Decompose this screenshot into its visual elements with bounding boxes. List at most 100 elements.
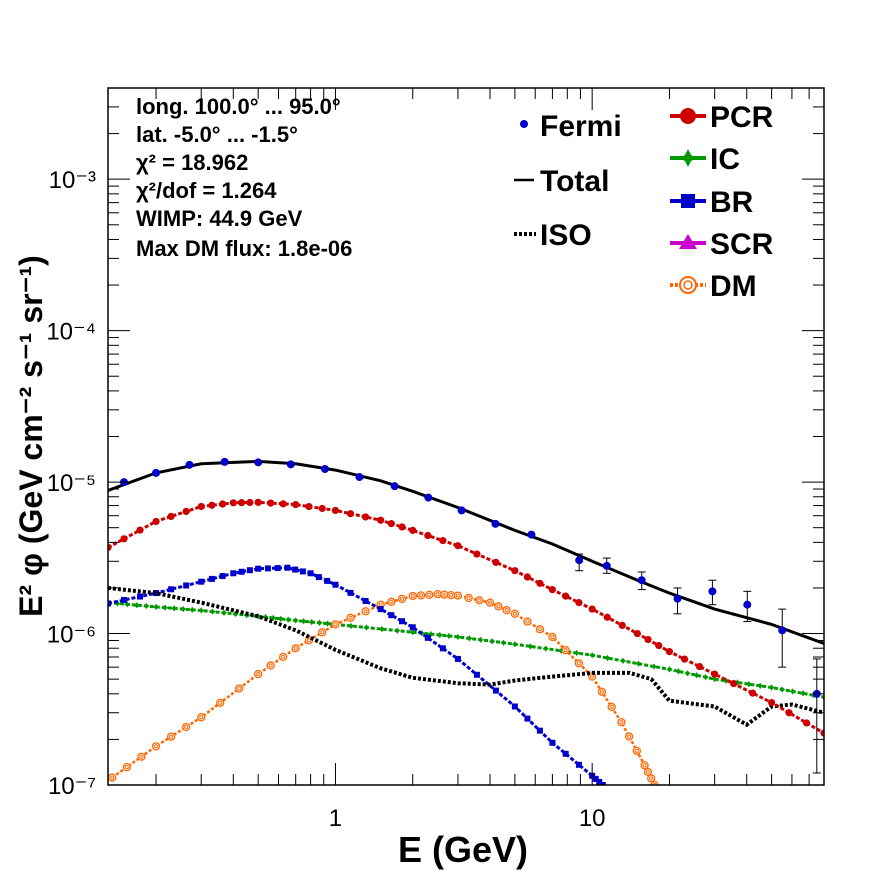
dm-point-inner <box>642 763 647 768</box>
dm-point-inner <box>634 748 639 753</box>
dm-point <box>361 607 370 616</box>
ic-point <box>734 679 741 686</box>
dm-point-inner <box>496 604 501 609</box>
ic-point <box>757 682 764 690</box>
ic-point <box>722 677 730 685</box>
pcr-point <box>575 599 583 607</box>
br-point <box>549 739 556 746</box>
br-point <box>332 581 339 588</box>
x-tick-label: 1 <box>329 805 342 832</box>
ic-point <box>300 618 307 625</box>
fermi-point <box>220 457 229 466</box>
dm-point <box>346 613 355 622</box>
br-point <box>137 593 144 600</box>
ic-point <box>454 633 462 641</box>
ic-point <box>409 629 416 636</box>
ic-point <box>768 684 775 691</box>
ic-point <box>702 673 709 681</box>
dm-point <box>548 632 557 642</box>
pcr-point <box>398 523 406 531</box>
fermi-point <box>491 519 500 528</box>
pcr-point <box>711 670 719 678</box>
dm-point <box>440 590 449 599</box>
legend-iso-label: ISO <box>540 219 592 252</box>
pcr-point <box>785 709 793 717</box>
dm-point <box>387 597 396 606</box>
dm-point <box>617 718 626 727</box>
ic-point <box>363 624 370 631</box>
br-markers <box>108 564 606 785</box>
ic-point <box>324 620 331 627</box>
legend-total-label: Total <box>540 165 609 198</box>
dm-point-inner <box>418 593 424 598</box>
ic-point <box>143 602 150 610</box>
br-point <box>121 596 128 603</box>
dm-point-inner <box>449 593 454 598</box>
dm-point <box>574 659 584 668</box>
pcr-point <box>331 506 340 515</box>
ic-point <box>277 615 284 622</box>
br-point <box>362 597 369 604</box>
ic-point <box>789 688 796 695</box>
dm-point <box>510 609 520 618</box>
legend-dm-marker <box>679 276 697 294</box>
dm-point <box>640 761 649 770</box>
ic-point <box>588 651 596 659</box>
y-tick-label: 10⁻⁴ <box>46 319 96 346</box>
br-point <box>473 671 480 678</box>
dm-point <box>607 702 616 712</box>
dm-point <box>416 591 426 600</box>
legend-scr-marker <box>679 234 697 249</box>
ic-point <box>604 654 611 662</box>
br-point <box>183 582 190 589</box>
dm-point <box>502 605 511 615</box>
dm-point-inner <box>619 720 624 725</box>
dm-point-inner <box>563 648 568 653</box>
x-tick-label: 10 <box>579 805 606 832</box>
dm-point <box>291 644 300 653</box>
legend-scr-label: SCR <box>710 228 774 261</box>
legend-dm-marker-inner <box>683 280 693 290</box>
legend: Fermi Total ISO PCR IC BR SCR DM <box>514 101 774 303</box>
br-point <box>255 565 262 572</box>
dm-point <box>166 732 176 741</box>
fermi-point <box>637 576 646 585</box>
br-point <box>108 600 111 607</box>
ic-point <box>500 639 507 646</box>
ic-point <box>666 666 673 673</box>
br-point <box>524 715 531 722</box>
pcr-point <box>680 655 689 663</box>
dm-point <box>475 596 484 605</box>
x-axis-title: E (GeV) <box>398 829 528 870</box>
pcr-point <box>120 535 128 543</box>
dm-point <box>453 591 463 600</box>
pcr-point <box>318 504 326 513</box>
fermi-point <box>527 530 536 539</box>
y-tick-label: 10⁻⁷ <box>48 773 96 800</box>
pcr-point <box>219 500 227 508</box>
pcr-point <box>536 579 544 587</box>
br-point <box>153 590 160 597</box>
pcr-point <box>387 520 395 528</box>
br-point <box>377 606 384 613</box>
br-point <box>388 612 395 619</box>
pcr-point <box>108 543 112 552</box>
pcr-point <box>603 613 611 621</box>
ic-point <box>170 605 178 612</box>
pcr-point <box>267 499 275 507</box>
dm-point-inner <box>199 715 204 720</box>
br-point <box>168 586 175 593</box>
ic-point <box>152 603 160 611</box>
pcr-point <box>246 498 254 507</box>
fermi-point <box>673 594 682 603</box>
br-point <box>198 578 205 585</box>
ic-point <box>527 643 534 650</box>
pcr-point <box>136 526 144 534</box>
dm-point-inner <box>455 593 461 598</box>
dm-point <box>632 746 642 756</box>
iso-curve <box>108 586 824 728</box>
dm-point <box>266 661 275 670</box>
ic-point <box>161 604 169 611</box>
dm-point <box>331 620 340 629</box>
fermi-point <box>424 493 433 502</box>
